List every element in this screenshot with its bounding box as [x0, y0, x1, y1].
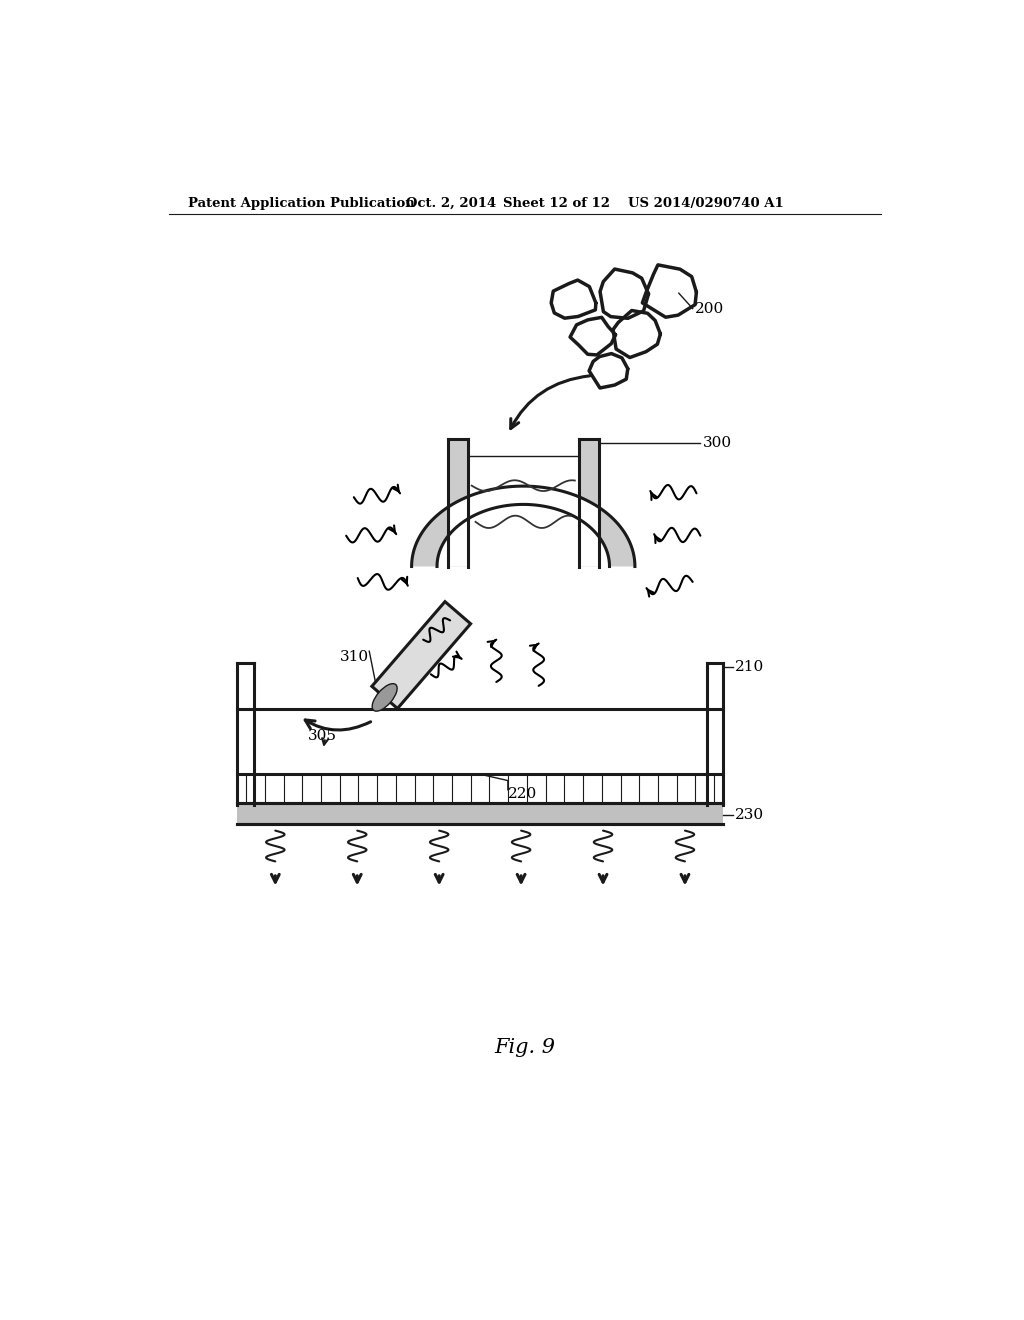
- Text: Fig. 9: Fig. 9: [495, 1039, 555, 1057]
- Text: 310: 310: [340, 651, 369, 664]
- Text: US 2014/0290740 A1: US 2014/0290740 A1: [628, 197, 783, 210]
- Text: Oct. 2, 2014: Oct. 2, 2014: [407, 197, 497, 210]
- Polygon shape: [437, 440, 609, 566]
- Text: Patent Application Publication: Patent Application Publication: [188, 197, 415, 210]
- Text: 305: 305: [307, 729, 337, 743]
- Text: 230: 230: [735, 808, 764, 822]
- Text: 300: 300: [702, 437, 732, 450]
- Ellipse shape: [372, 684, 397, 711]
- Text: 220: 220: [508, 787, 538, 801]
- Text: Sheet 12 of 12: Sheet 12 of 12: [503, 197, 610, 210]
- Polygon shape: [412, 440, 635, 566]
- Text: 210: 210: [735, 660, 764, 673]
- Polygon shape: [372, 602, 471, 709]
- Text: 200: 200: [695, 302, 724, 317]
